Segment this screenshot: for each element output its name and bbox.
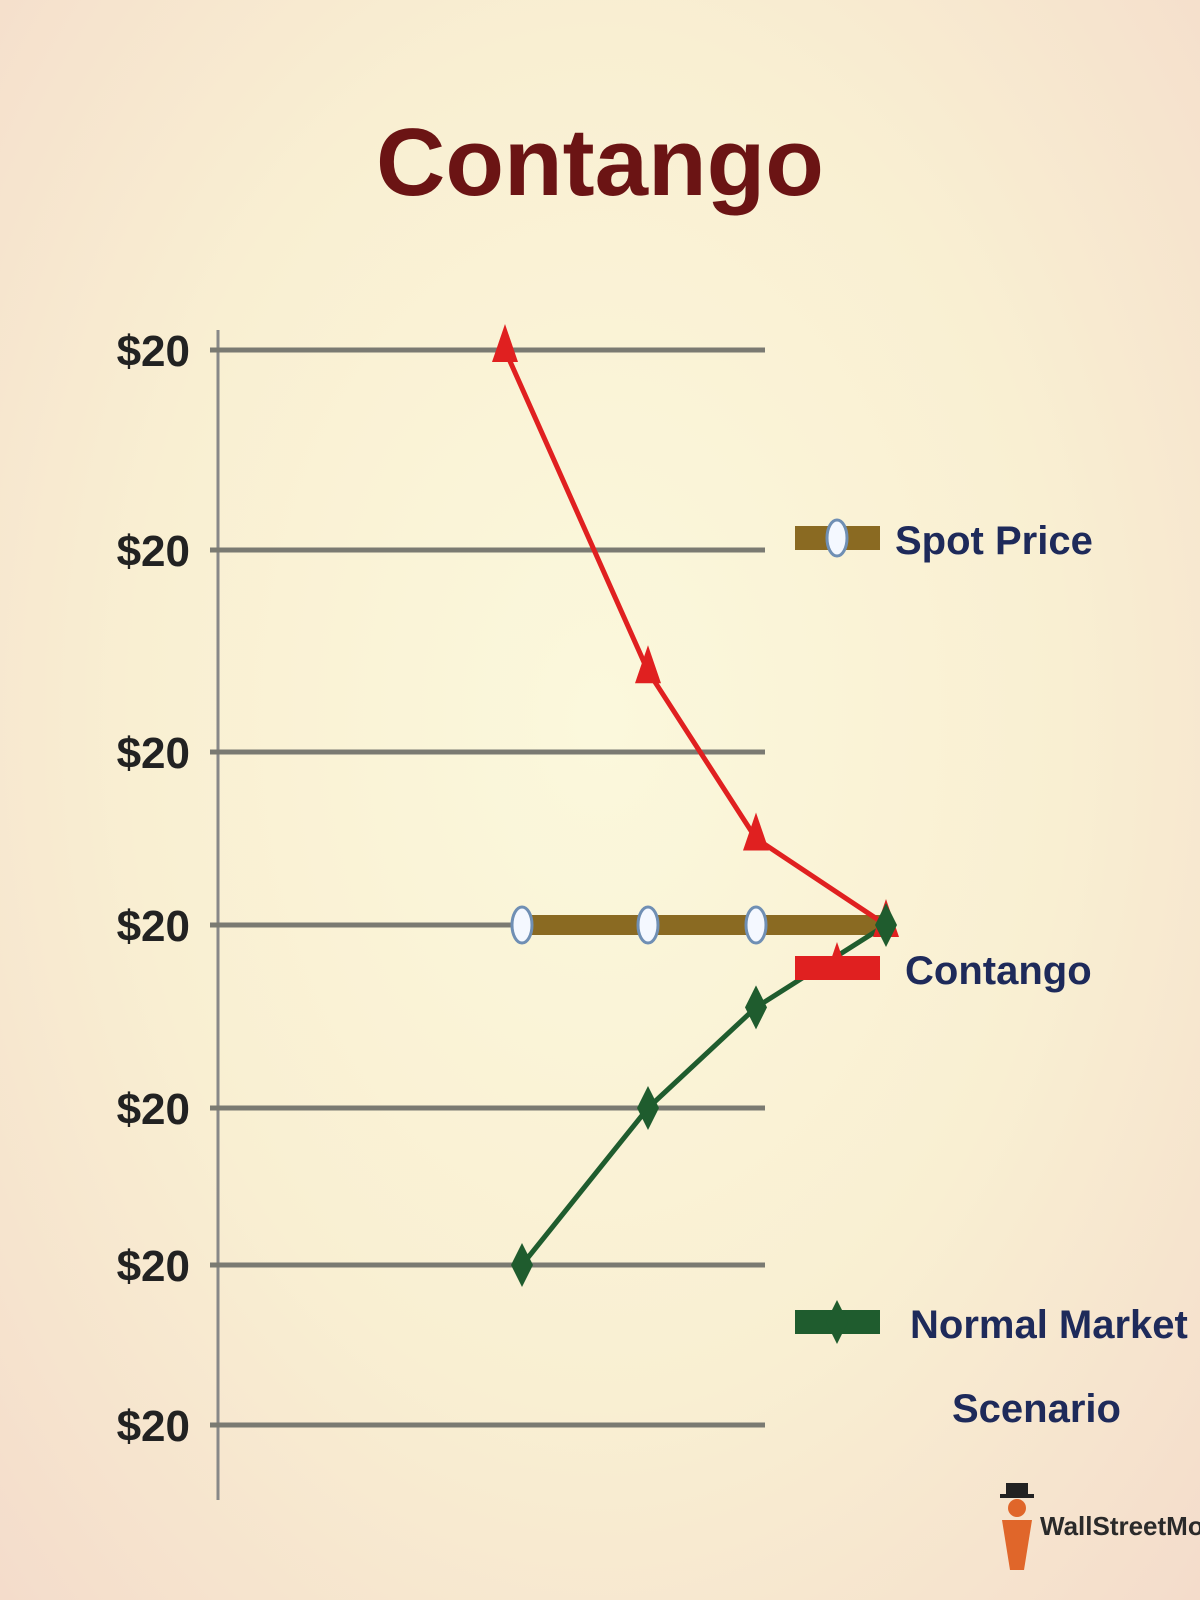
legend-label: Contango <box>905 949 1092 993</box>
chart-title: Contango <box>376 109 824 216</box>
y-tick-label: $20 <box>117 527 190 576</box>
legend: Spot Price Contango Normal Market Scenario <box>795 518 1188 1431</box>
wallstreetmojo-logo: WallStreetMojo <box>1000 1483 1200 1570</box>
data-point-triangle <box>743 812 769 851</box>
data-point-circle <box>510 905 534 945</box>
legend-item: Spot Price <box>795 518 1093 563</box>
data-point-diamond <box>637 1086 659 1130</box>
data-point-triangle <box>492 324 518 362</box>
y-tick-label: $20 <box>117 327 190 376</box>
gridlines <box>210 347 765 1428</box>
data-point-diamond <box>511 1243 533 1287</box>
y-tick-label: $20 <box>117 1402 190 1451</box>
diamond-icon <box>826 1300 848 1344</box>
legend-label: Normal Market <box>910 1303 1188 1347</box>
data-point-circle <box>636 905 660 945</box>
y-tick-label: $20 <box>117 1242 190 1291</box>
data-point-diamond <box>745 985 767 1030</box>
y-tick-labels: $20 $20 $20 $20 $20 $20 $20 <box>117 327 190 1451</box>
legend-label: Scenario <box>952 1387 1121 1431</box>
y-tick-label: $20 <box>117 1085 190 1134</box>
series-lines <box>502 348 888 1267</box>
circle-icon <box>825 518 849 558</box>
y-tick-label: $20 <box>117 729 190 778</box>
y-tick-label: $20 <box>117 902 190 951</box>
wallstreetmojo-logo-icon <box>1000 1483 1034 1570</box>
series-line-triangle <box>502 348 888 928</box>
logo-text: WallStreetMojo <box>1040 1511 1200 1541</box>
legend-label: Spot Price <box>895 519 1093 563</box>
triangle-icon <box>824 942 850 980</box>
legend-item: Contango <box>795 942 1092 993</box>
data-point-circle <box>744 905 768 945</box>
legend-item: Normal Market Scenario <box>795 1300 1188 1431</box>
data-point-diamond <box>875 903 897 947</box>
series-markers <box>492 324 899 1287</box>
data-point-triangle <box>635 645 661 684</box>
